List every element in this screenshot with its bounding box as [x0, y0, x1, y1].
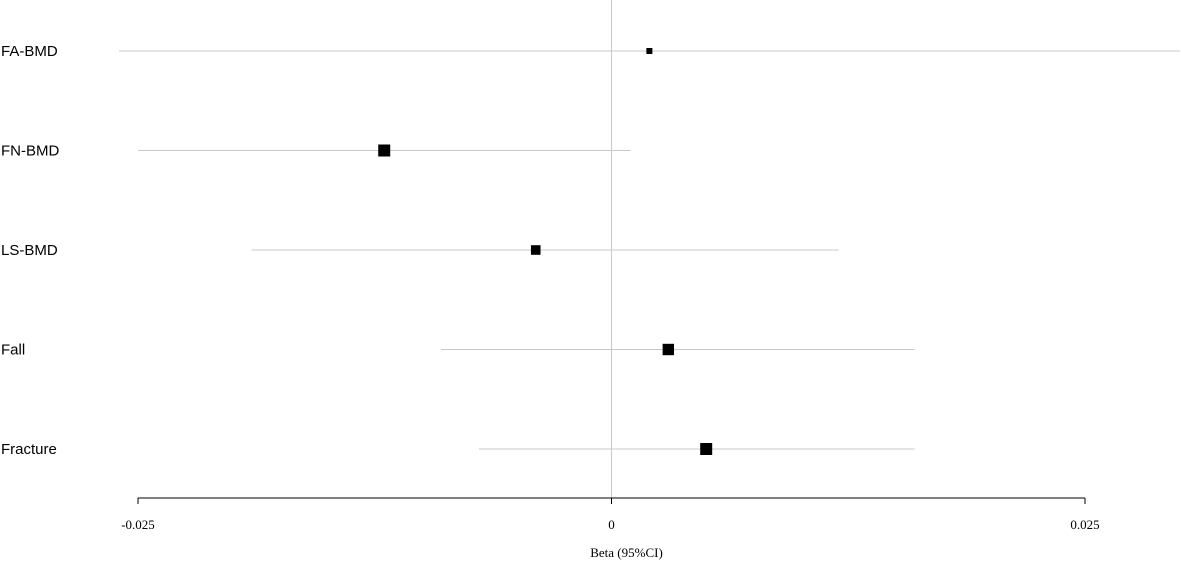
row-label-fracture: Fracture [1, 441, 57, 458]
x-tick-label: 0.025 [1070, 517, 1099, 532]
point-estimate-ls-bmd [530, 245, 541, 255]
row-labels: FA-BMD FN-BMD LS-BMD Fall Fracture [1, 43, 59, 458]
row-label-fa-bmd: FA-BMD [1, 43, 58, 60]
row-label-fn-bmd: FN-BMD [1, 143, 59, 160]
row-label-ls-bmd: LS-BMD [1, 242, 58, 259]
x-axis-ticks: -0.025 0 0.025 [121, 498, 1100, 532]
x-tick-label: 0 [608, 517, 615, 532]
ci-lines [119, 50, 1180, 450]
point-estimates [378, 48, 713, 455]
point-estimate-fa-bmd [646, 48, 653, 54]
x-tick-label: -0.025 [121, 517, 155, 532]
row-label-fall: Fall [1, 342, 25, 359]
x-axis-title: Beta (95%CI) [590, 545, 663, 560]
point-estimate-fracture [700, 443, 713, 455]
point-estimate-fall [662, 343, 675, 356]
point-estimate-fn-bmd [378, 144, 391, 157]
